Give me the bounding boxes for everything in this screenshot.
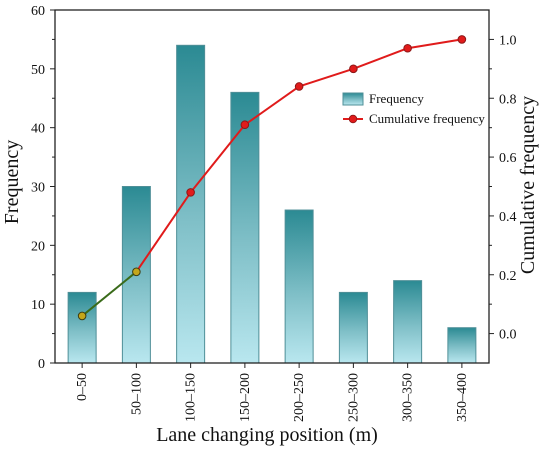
- right-y-tick-label: 0.0: [499, 328, 517, 343]
- cumulative-point: [240, 120, 250, 130]
- right-y-tick-label: 0.4: [499, 210, 517, 225]
- right-y-tick-label: 0.6: [499, 151, 517, 166]
- cumulative-line-segment: [298, 67, 354, 88]
- x-tick-label: 250–300: [346, 373, 361, 422]
- bar: [338, 291, 368, 364]
- axes-layer: 0 10 20 30 40 50 60 0.0 0.2 0.4 0.6 0.8 1.0 0–50 50–10…: [31, 4, 517, 422]
- left-y-tick-label: 60: [31, 4, 45, 19]
- left-y-tick-label: 10: [31, 298, 45, 313]
- bars-layer: [67, 44, 477, 364]
- cumulative-point: [294, 82, 304, 91]
- cumulative-line-segment: [189, 124, 246, 194]
- cumulative-line-segment: [81, 271, 138, 317]
- right-y-tick-label: 0.2: [499, 269, 517, 284]
- bar: [176, 44, 206, 364]
- x-tick-label: 100–150: [184, 373, 199, 422]
- cumulative-line-segment: [244, 85, 300, 126]
- x-tick-label: 150–200: [238, 373, 253, 422]
- cumulative-point: [403, 43, 412, 53]
- left-axis-title: Frequency: [1, 140, 23, 224]
- left-y-tick-label: 40: [31, 122, 45, 137]
- cumulative-line-segment: [353, 47, 408, 70]
- bar: [393, 280, 423, 364]
- line-layer: [77, 35, 467, 321]
- left-y-tick-label: 0: [38, 357, 45, 372]
- x-tick-label: 50–100: [129, 373, 144, 415]
- legend: Frequency Cumulative frequency: [342, 91, 485, 126]
- cumulative-point: [132, 267, 141, 277]
- legend-label-frequency: Frequency: [369, 91, 424, 106]
- cumulative-point: [77, 311, 87, 321]
- cumulative-point: [186, 188, 195, 197]
- right-y-tick-label: 1.0: [499, 33, 517, 48]
- cumulative-point: [349, 64, 358, 74]
- x-tick-label: 350–400: [455, 373, 470, 422]
- bar: [230, 91, 260, 364]
- right-y-tick-label: 0.8: [499, 92, 517, 107]
- bar: [284, 209, 314, 364]
- left-y-tick-label: 20: [31, 239, 45, 254]
- x-axis-title: Lane changing position (m): [156, 424, 378, 446]
- plot-frame: [54, 9, 490, 364]
- cumulative-line-segment: [407, 38, 463, 50]
- cumulative-point: [457, 35, 467, 44]
- cumulative-line-segment: [135, 191, 192, 273]
- right-axis-title: Cumulative frequency: [517, 96, 539, 274]
- left-y-tick-label: 30: [31, 181, 45, 196]
- x-tick-label: 300–350: [401, 373, 416, 422]
- legend-bar-swatch: [342, 92, 364, 106]
- x-tick-label: 200–250: [292, 373, 307, 422]
- bar: [447, 327, 477, 364]
- legend-label-cumulative-frequency: Cumulative frequency: [369, 111, 485, 126]
- legend-line-marker: [348, 114, 358, 124]
- x-tick-label: 0–50: [75, 373, 90, 401]
- bar: [67, 291, 97, 364]
- left-y-tick-label: 50: [31, 63, 45, 78]
